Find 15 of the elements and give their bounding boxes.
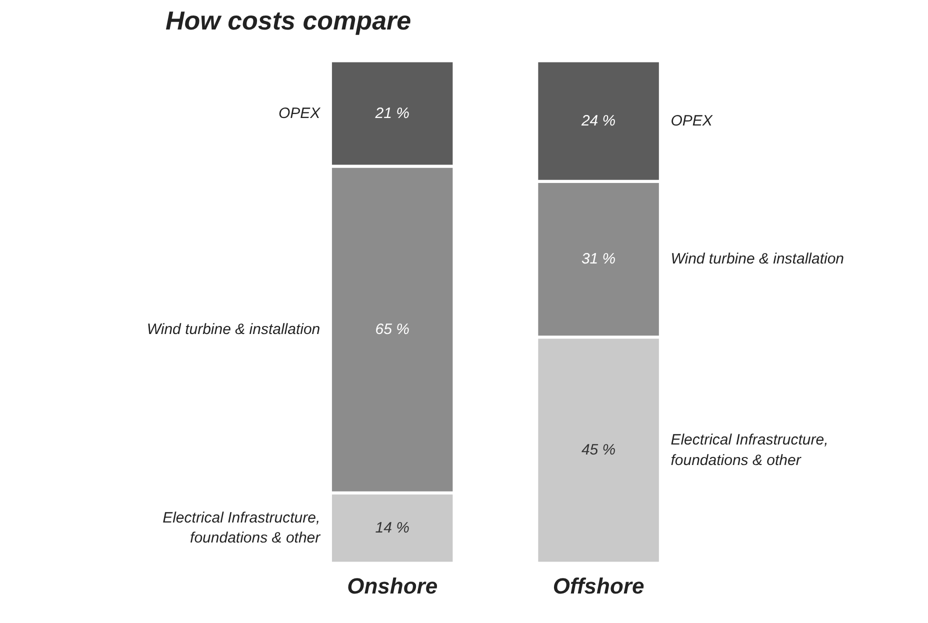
text: Electrical Infrastructure, foundations & other (670, 431, 828, 469)
chart-title: How costs compare (165, 6, 412, 36)
data-label: 45 % (581, 442, 616, 459)
data-label: 21 % (374, 105, 410, 122)
series-label: Electrical Infrastructure, foundations & other (162, 509, 322, 547)
data-label: 14 % (375, 520, 410, 537)
text: Wind turbine & installation (670, 250, 844, 268)
text: OPEX (670, 112, 712, 130)
x-tick-label: Onshore (347, 573, 438, 598)
data-label: 65 % (375, 321, 410, 338)
series-label: Wind turbine & installation (146, 321, 320, 338)
data-label: 24 % (580, 112, 616, 130)
series-label: OPEX (278, 105, 322, 122)
x-tick-label: Offshore (552, 573, 644, 598)
data-label: 31 % (581, 250, 616, 268)
